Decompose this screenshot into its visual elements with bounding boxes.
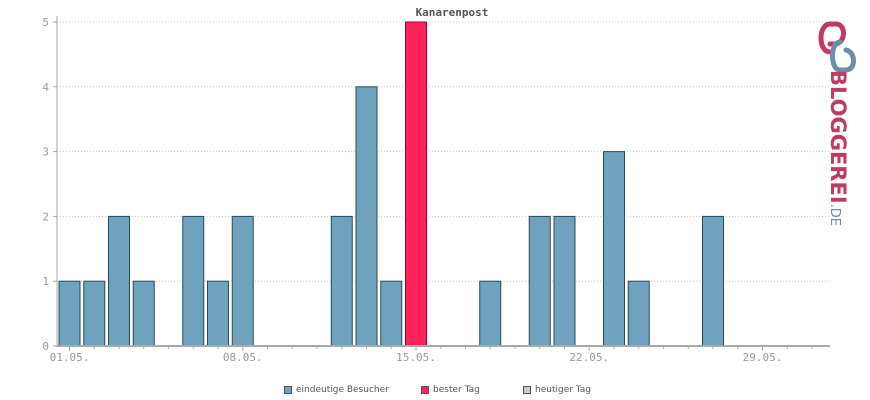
y-tick-label: 3 xyxy=(42,146,49,159)
chart-title: Kanarenpost xyxy=(416,6,489,19)
legend-label-visitors: eindeutige Besucher xyxy=(296,385,389,395)
bar xyxy=(330,215,353,347)
x-tick-label: 01.05. xyxy=(50,351,90,364)
bar-best-day xyxy=(405,21,427,347)
chart-legend: eindeutige Besucher bester Tag heutiger … xyxy=(0,385,870,399)
legend-item-visitors: eindeutige Besucher xyxy=(284,385,389,395)
bar xyxy=(355,86,378,347)
bars xyxy=(58,21,724,347)
legend-label-today: heutiger Tag xyxy=(535,385,592,395)
y-tick-label: 4 xyxy=(42,81,49,94)
bar xyxy=(83,280,106,347)
legend-swatch-today xyxy=(523,386,531,394)
x-tick-label: 29.05. xyxy=(743,351,783,364)
x-axis: 01.05. 08.05. 15.05. 22.05. 29.05. xyxy=(50,345,830,364)
bloggerei-logo: BLOGGEREI.DE xyxy=(812,16,868,226)
bar xyxy=(58,280,81,347)
legend-swatch-best-day xyxy=(421,386,429,394)
logo-suffix-text: .DE xyxy=(827,203,842,226)
bar xyxy=(207,280,229,347)
bloggerei-logo-icon xyxy=(818,21,856,73)
bar xyxy=(231,215,254,347)
bar xyxy=(603,151,625,347)
x-tick-label: 08.05. xyxy=(223,351,263,364)
bar xyxy=(108,215,130,347)
bar xyxy=(553,215,576,347)
legend-label-best-day: bester Tag xyxy=(433,385,480,395)
bar xyxy=(132,280,155,347)
x-tick-label: 15.05. xyxy=(396,351,436,364)
y-tick-label: 0 xyxy=(42,340,49,353)
bar xyxy=(627,280,650,347)
bar xyxy=(528,215,551,347)
bar xyxy=(182,215,205,347)
logo-main-text: BLOGGEREI xyxy=(826,70,850,204)
bar xyxy=(702,215,724,347)
y-tick-label: 2 xyxy=(42,210,49,223)
legend-swatch-visitors xyxy=(284,386,292,394)
y-axis: 0 1 2 3 4 5 xyxy=(42,16,58,353)
bloggerei-logo-text: BLOGGEREI.DE xyxy=(826,70,850,230)
legend-item-best-day: bester Tag xyxy=(421,385,480,395)
bar xyxy=(479,280,502,347)
y-tick-label: 1 xyxy=(42,275,49,288)
x-tick-label: 22.05. xyxy=(569,351,609,364)
y-tick-label: 5 xyxy=(42,16,49,29)
legend-item-today: heutiger Tag xyxy=(523,385,591,395)
bar xyxy=(380,280,403,347)
